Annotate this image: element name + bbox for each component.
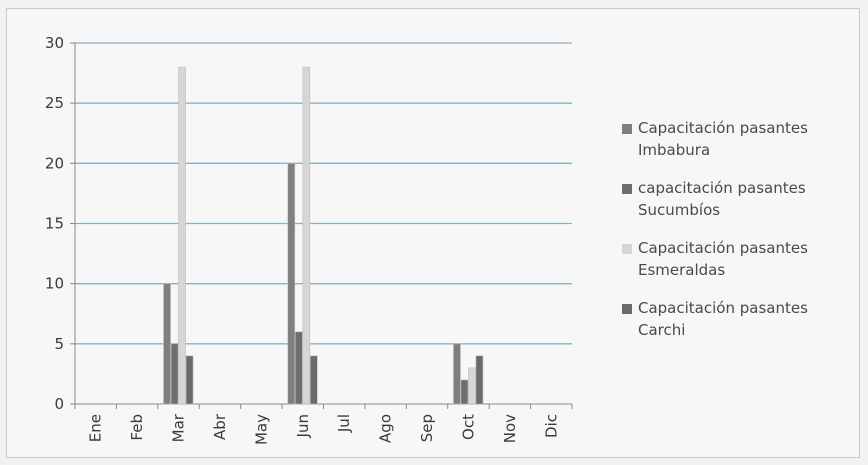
bar (294, 331, 303, 405)
bar (287, 163, 296, 405)
gridlines (75, 42, 572, 345)
legend-entry: capacitación pasantes Sucumbíos (622, 177, 862, 221)
legend-label: Capacitación pasantes Imbabura (638, 119, 808, 159)
bar (309, 355, 318, 405)
x-tick-label: Ago (377, 414, 395, 443)
x-tick-label: Dic (542, 414, 560, 438)
legend: Capacitación pasantes Imbabura capacitaci… (622, 117, 862, 357)
legend-entry: Capacitación pasantes Carchi (622, 297, 862, 341)
bar (302, 66, 311, 405)
legend-swatch (622, 304, 632, 314)
legend-label: capacitación pasantes Sucumbíos (638, 179, 806, 219)
bar (460, 379, 469, 405)
x-tick-label: May (252, 414, 270, 445)
x-tick-label: Abr (211, 413, 229, 440)
x-tick-label: Ene (87, 414, 105, 442)
y-tick-label: 10 (45, 275, 64, 293)
legend-swatch (622, 124, 632, 134)
y-tick-label: 5 (54, 335, 64, 353)
chart-frame (6, 8, 860, 458)
bar (475, 355, 484, 405)
y-tick-label: 0 (54, 395, 64, 413)
legend-entry: Capacitación pasantes Esmeraldas (622, 237, 862, 281)
bar (453, 343, 461, 405)
x-tick-label: Sep (418, 414, 436, 442)
legend-swatch (622, 184, 632, 194)
y-tick-label: 25 (45, 94, 64, 112)
x-axis: Ene Feb Mar Abr May Jun Jul Ago Sep Oct Nov Dic (74, 403, 573, 445)
y-tick-label: 30 (45, 34, 64, 52)
y-axis: 0 5 10 15 20 25 30 (45, 34, 76, 413)
x-tick-label: Jun (294, 414, 312, 438)
legend-swatch (622, 244, 632, 254)
y-tick-label: 15 (45, 215, 64, 233)
bars (163, 66, 484, 405)
bar (185, 355, 194, 405)
y-tick-label: 20 (45, 154, 64, 172)
bar (178, 66, 186, 405)
bar (163, 283, 171, 405)
bar (170, 343, 179, 405)
x-tick-label: Jul (335, 414, 353, 433)
legend-label: Capacitación pasantes Carchi (638, 299, 808, 339)
legend-entry: Capacitación pasantes Imbabura (622, 117, 862, 161)
x-tick-label: Feb (128, 414, 146, 441)
bar (468, 367, 476, 405)
x-tick-label: Mar (170, 413, 188, 442)
legend-label: Capacitación pasantes Esmeraldas (638, 239, 808, 279)
x-tick-label: Oct (459, 414, 477, 440)
x-tick-label: Nov (501, 414, 519, 443)
